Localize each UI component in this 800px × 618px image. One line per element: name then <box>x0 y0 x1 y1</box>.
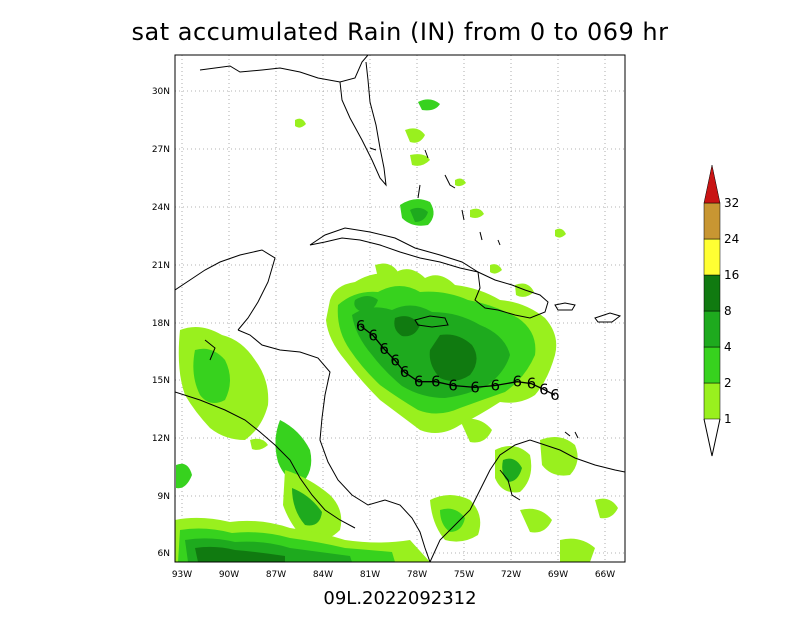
lon-label: 84W <box>313 570 333 580</box>
coast-south-america <box>429 439 625 562</box>
coast-hispaniola <box>474 271 549 319</box>
lon-label: 75W <box>454 570 474 580</box>
coast-gulf-north <box>199 55 369 83</box>
lon-label: 66W <box>595 570 615 580</box>
colorbar-min-arrow <box>703 418 721 457</box>
coast-cuba <box>309 227 479 273</box>
lat-label: 6N <box>158 549 170 559</box>
storm-position-symbol: 6 <box>448 377 458 395</box>
colorbar: 1 2 4 8 16 24 32 <box>703 164 739 457</box>
colorbar-label: 8 <box>724 304 732 318</box>
lon-label: 69W <box>548 570 568 580</box>
lon-label: 81W <box>360 570 380 580</box>
coast-puerto-rico <box>554 302 576 311</box>
storm-position-symbol: 6 <box>491 377 501 395</box>
storm-id-label: 09L.2022092312 <box>323 588 477 609</box>
coast-jamaica <box>414 315 449 328</box>
colorbar-max-arrow <box>703 164 721 204</box>
rain-area-caribbean-core <box>429 334 477 381</box>
colorbar-segment <box>703 238 721 276</box>
lon-label: 87W <box>266 570 286 580</box>
lat-label: 30N <box>152 87 170 97</box>
storm-position-symbol: 6 <box>379 340 389 358</box>
coastlines <box>175 55 625 562</box>
coast-pacific <box>175 391 356 529</box>
map-frame <box>174 54 626 563</box>
lon-label: 93W <box>172 570 192 580</box>
storm-position-symbol: 6 <box>539 380 549 398</box>
storm-position-symbol: 6 <box>470 378 480 396</box>
lat-label: 18N <box>152 319 170 329</box>
colorbar-label: 4 <box>724 340 732 354</box>
storm-position-symbol: 6 <box>550 386 560 404</box>
storm-position-symbol: 6 <box>368 327 378 345</box>
storm-position-symbol: 6 <box>527 375 537 393</box>
lat-label: 15N <box>152 376 170 386</box>
lat-label: 12N <box>152 434 170 444</box>
storm-position-symbol: 6 <box>414 373 424 391</box>
colorbar-label: 24 <box>724 232 739 246</box>
colorbar-segment <box>703 346 721 384</box>
lon-label: 72W <box>501 570 521 580</box>
storm-position-symbol: 6 <box>431 373 441 391</box>
storm-position-symbol: 6 <box>513 373 523 391</box>
page-title: sat accumulated Rain (IN) from 0 to 069 … <box>131 18 669 46</box>
colorbar-label: 16 <box>724 268 739 282</box>
storm-track-line <box>360 325 556 396</box>
lat-label: 21N <box>152 261 170 271</box>
lat-axis: 30N 27N 24N 21N 18N 15N 12N 9N 6N <box>152 87 170 559</box>
colorbar-label: 32 <box>724 196 739 210</box>
colorbar-segment <box>703 274 721 312</box>
colorbar-label: 2 <box>724 376 732 390</box>
coast-yucatan <box>175 249 276 331</box>
lat-label: 24N <box>152 203 170 213</box>
lon-label: 90W <box>219 570 239 580</box>
colorbar-label: 1 <box>724 412 732 426</box>
coast-florida <box>339 61 387 187</box>
storm-position-symbol: 6 <box>390 352 400 370</box>
colorbar-segment <box>703 310 721 348</box>
storm-position-symbol: 6 <box>400 363 410 381</box>
colorbar-segment <box>703 202 721 240</box>
colorbar-segment <box>703 382 721 420</box>
lat-label: 27N <box>152 145 170 155</box>
lon-axis: 93W 90W 87W 84W 81W 78W 75W 72W 69W 66W <box>172 570 615 580</box>
coast-central-america <box>237 329 431 562</box>
lat-label: 9N <box>158 492 170 502</box>
lon-label: 78W <box>407 570 427 580</box>
storm-position-symbol: 6 <box>356 317 366 335</box>
